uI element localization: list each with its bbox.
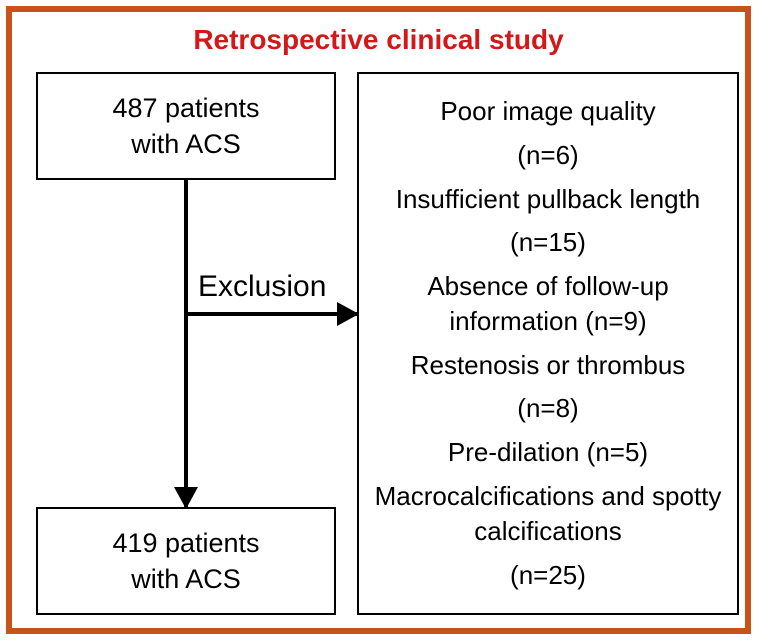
exclusion-item-n: (n=15) bbox=[369, 225, 727, 260]
diagram-frame: Retrospective clinical study 487 patient… bbox=[6, 6, 751, 634]
exclusion-item-n: (n=8) bbox=[369, 391, 727, 426]
edge-to-exclusion bbox=[188, 312, 357, 316]
node-end: 419 patients with ACS bbox=[36, 507, 336, 615]
exclusion-item-text: Insufficient pullback length bbox=[369, 182, 727, 217]
node-end-line2: with ACS bbox=[131, 561, 241, 597]
exclusion-item-text: Macrocalcifications and spotty calcifica… bbox=[369, 479, 727, 549]
exclusion-item-n: (n=25) bbox=[369, 558, 727, 593]
exclusion-item-text: Absence of follow-up information (n=9) bbox=[369, 269, 727, 339]
node-start-line1: 487 patients bbox=[112, 90, 259, 126]
edge-start-to-end bbox=[184, 180, 188, 507]
node-start: 487 patients with ACS bbox=[36, 72, 336, 180]
exclusion-item-n: (n=6) bbox=[369, 138, 727, 173]
node-exclusion: Poor image quality (n=6) Insufficient pull… bbox=[357, 72, 739, 615]
exclusion-item-text: Poor image quality bbox=[369, 94, 727, 129]
node-end-line1: 419 patients bbox=[112, 525, 259, 561]
diagram-title: Retrospective clinical study bbox=[12, 24, 745, 56]
edge-exclusion-label: Exclusion bbox=[196, 270, 328, 304]
exclusion-item-text: Pre-dilation (n=5) bbox=[369, 435, 727, 470]
exclusion-item-text: Restenosis or thrombus bbox=[369, 348, 727, 383]
node-start-line2: with ACS bbox=[131, 126, 241, 162]
